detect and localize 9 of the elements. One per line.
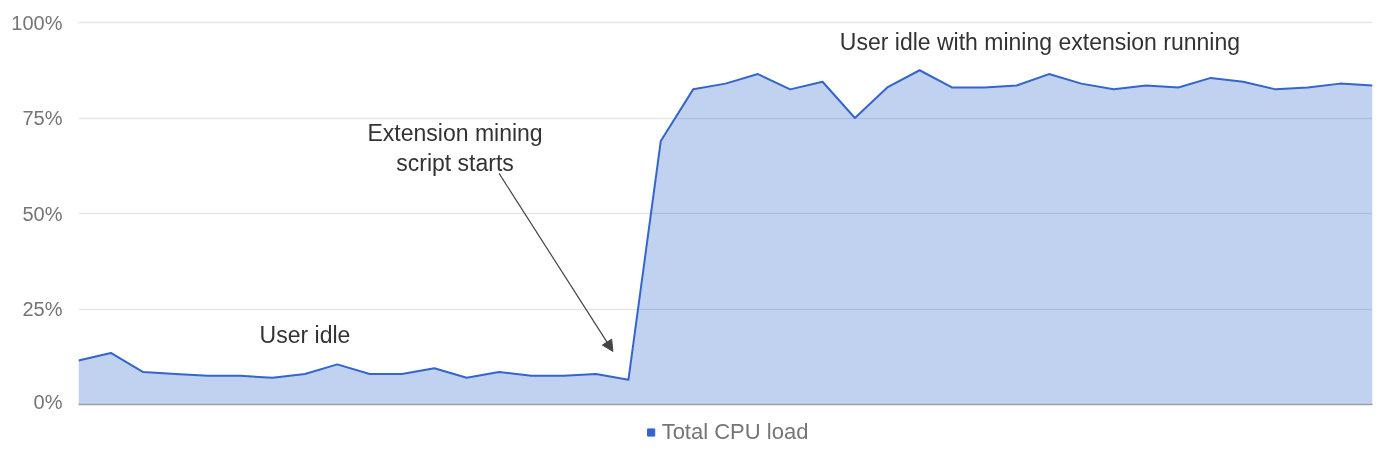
y-tick-label: 50% — [22, 202, 63, 225]
y-tick-label: 75% — [22, 107, 63, 129]
annotation: Extension mining script starts — [367, 119, 543, 176]
annotation: User idle — [259, 321, 351, 348]
y-tick-label: 25% — [22, 298, 63, 320]
annotation: User idle with mining extension running — [839, 28, 1241, 55]
y-tick-label: 100% — [11, 11, 63, 34]
legend-label: Total CPU load — [661, 419, 809, 445]
y-tick-label: 0% — [33, 390, 63, 413]
